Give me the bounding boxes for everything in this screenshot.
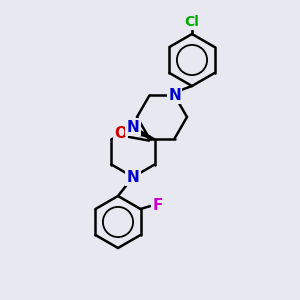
Text: N: N xyxy=(168,88,181,103)
Text: N: N xyxy=(127,169,140,184)
Text: F: F xyxy=(152,199,163,214)
Text: Cl: Cl xyxy=(184,15,200,29)
Text: O: O xyxy=(114,126,127,141)
Text: N: N xyxy=(127,119,140,134)
